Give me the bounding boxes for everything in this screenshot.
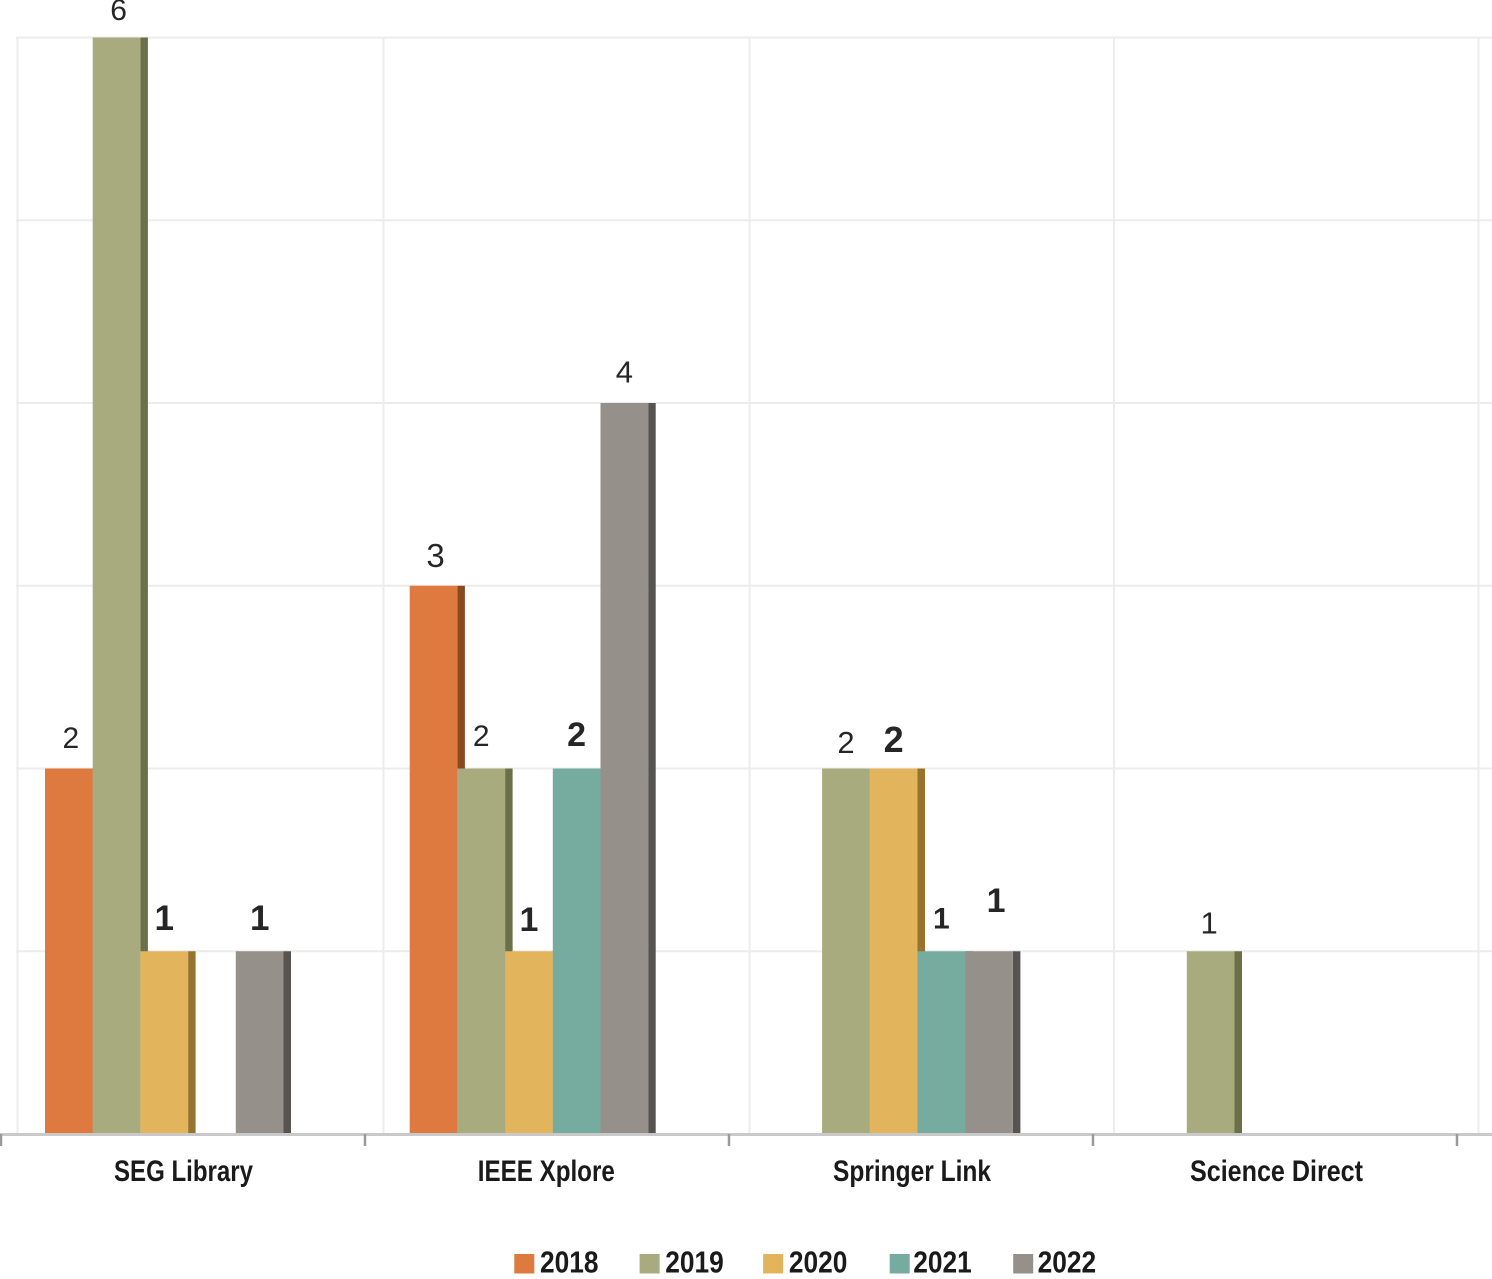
svg-text:1: 1	[987, 882, 1006, 920]
svg-text:4: 4	[616, 355, 633, 390]
svg-text:2: 2	[837, 725, 854, 760]
svg-text:2019: 2019	[665, 1245, 724, 1275]
svg-text:IEEE Xplore: IEEE Xplore	[478, 1155, 615, 1188]
svg-text:3: 3	[426, 537, 444, 574]
svg-text:SEG Library: SEG Library	[114, 1155, 253, 1188]
svg-text:2022: 2022	[1038, 1245, 1097, 1275]
svg-text:2: 2	[884, 719, 904, 760]
svg-text:1: 1	[154, 899, 173, 938]
svg-text:1: 1	[250, 899, 269, 938]
svg-text:2021: 2021	[913, 1245, 972, 1275]
svg-text:2018: 2018	[540, 1245, 599, 1275]
svg-text:2020: 2020	[789, 1245, 848, 1275]
svg-text:6: 6	[110, 0, 127, 27]
svg-text:2: 2	[62, 722, 79, 755]
svg-text:1: 1	[1200, 906, 1217, 941]
svg-text:Springer Link: Springer Link	[833, 1155, 991, 1188]
svg-text:2: 2	[473, 720, 490, 753]
svg-text:1: 1	[520, 901, 539, 939]
svg-text:2: 2	[567, 716, 586, 754]
svg-text:Science Direct: Science Direct	[1190, 1155, 1363, 1188]
svg-text:1: 1	[933, 903, 950, 936]
